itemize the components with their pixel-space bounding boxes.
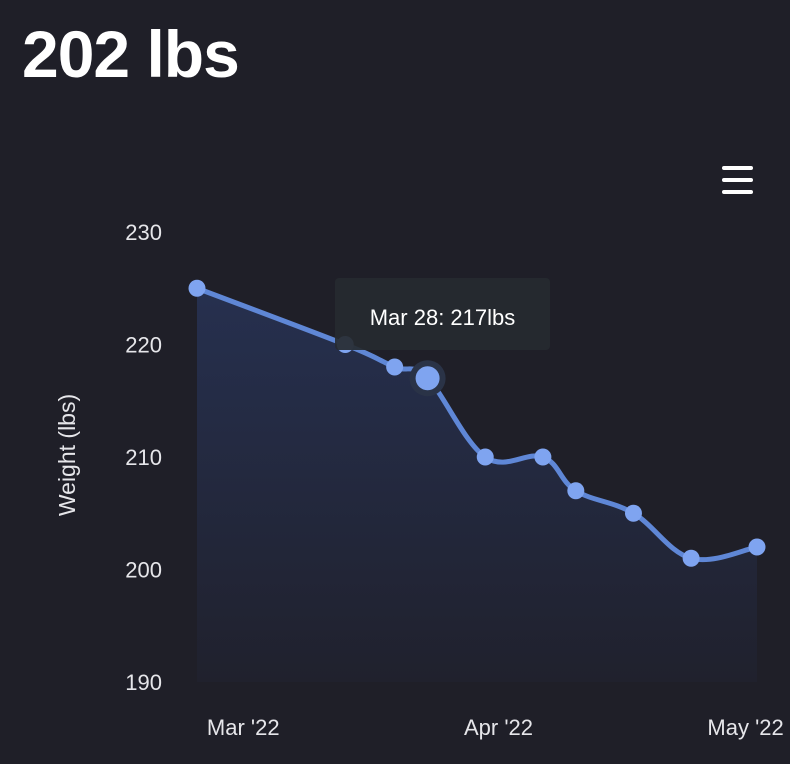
tooltip-box <box>335 278 550 350</box>
data-point <box>386 358 404 376</box>
y-tick-label: 220 <box>125 333 162 358</box>
y-tick-label: 200 <box>125 558 162 583</box>
x-tick-label: Mar '22 <box>207 715 280 740</box>
x-tick-label: May '22 <box>707 715 783 740</box>
y-axis-label: Weight (lbs) <box>54 394 80 516</box>
data-point <box>748 538 766 556</box>
data-point <box>188 279 206 297</box>
menu-bar <box>722 166 753 170</box>
current-weight-title: 202 lbs <box>22 17 240 91</box>
x-tick-label: Apr '22 <box>464 715 533 740</box>
data-point <box>567 482 585 500</box>
menu-bar <box>722 190 753 194</box>
data-point <box>624 504 642 522</box>
hamburger-menu-icon[interactable] <box>716 162 760 200</box>
y-tick-label: 190 <box>125 670 162 695</box>
data-point-highlighted <box>415 366 440 391</box>
y-tick-label: 210 <box>125 445 162 470</box>
data-point <box>534 448 552 466</box>
y-tick-label: 230 <box>125 220 162 245</box>
menu-bar <box>722 178 753 182</box>
area-fill <box>197 288 757 682</box>
data-point <box>476 448 494 466</box>
tooltip-text: Mar 28: 217lbs <box>370 305 516 330</box>
data-point <box>682 549 700 567</box>
